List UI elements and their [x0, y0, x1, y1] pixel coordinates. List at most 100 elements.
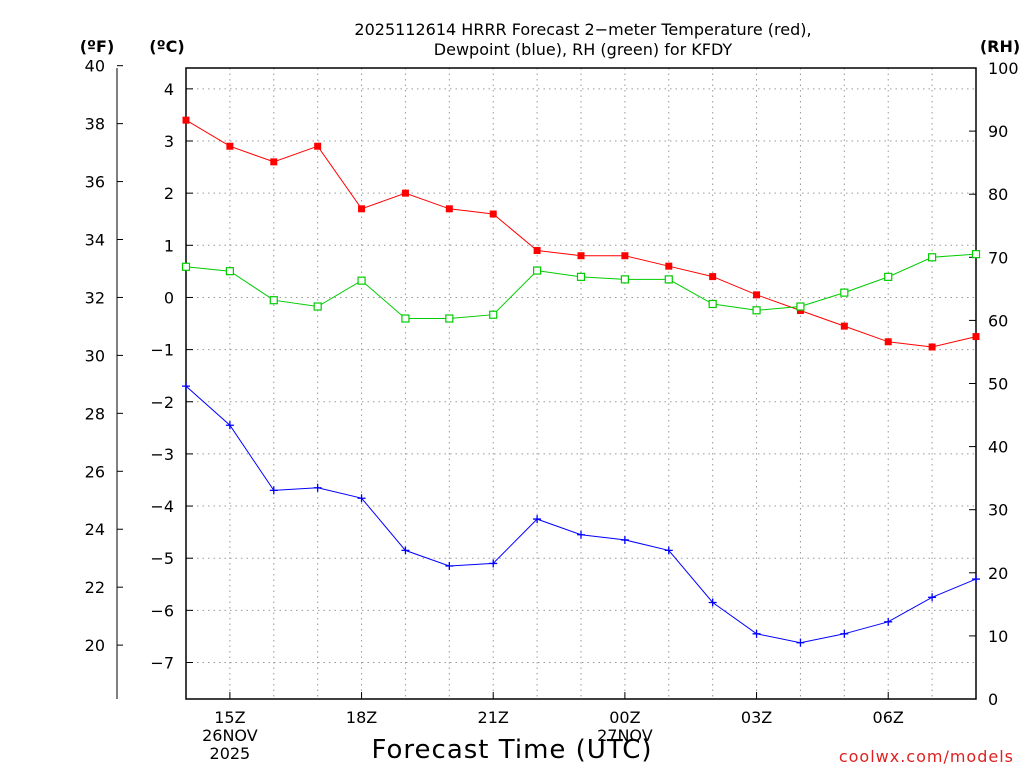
data-point-temperature	[577, 252, 585, 260]
data-point-temperature	[358, 205, 366, 213]
grid-lines	[186, 68, 976, 699]
data-point-temperature	[840, 322, 848, 330]
data-point-temperature	[665, 262, 673, 270]
data-point-dewpoint	[796, 638, 805, 647]
fahrenheit-tick-label: 22	[85, 578, 105, 597]
celsius-tick-label: 4	[164, 80, 174, 99]
site-credit: coolwx.com/models	[839, 747, 1014, 766]
data-point-rh	[533, 266, 542, 275]
data-point-rh	[445, 314, 454, 323]
celsius-tick-label: −1	[150, 341, 174, 360]
celsius-tick-label: 3	[164, 132, 174, 151]
rh-tick-label: 30	[988, 501, 1008, 520]
celsius-tick-label: 0	[164, 288, 174, 307]
data-point-temperature	[182, 116, 190, 124]
data-point-dewpoint	[489, 559, 498, 568]
data-point-temperature	[401, 189, 409, 197]
data-point-dewpoint	[182, 382, 190, 391]
x-tick-label: 15Z	[214, 708, 245, 727]
rh-tick-label: 50	[988, 375, 1008, 394]
fahrenheit-tick-label: 34	[85, 231, 105, 250]
celsius-tick-label: −7	[150, 653, 174, 672]
x-tick-label: 03Z	[741, 708, 772, 727]
data-point-dewpoint	[708, 598, 717, 607]
fahrenheit-tick-label: 40	[85, 57, 105, 76]
celsius-tick-label: 1	[164, 236, 174, 255]
data-point-rh	[664, 275, 673, 284]
rh-tick-label: 40	[988, 438, 1008, 457]
data-point-dewpoint	[313, 483, 322, 492]
data-point-temperature	[270, 158, 278, 166]
data-point-dewpoint	[577, 530, 585, 539]
data-point-temperature	[445, 205, 453, 213]
fahrenheit-tick-label: 30	[85, 346, 105, 365]
rh-tick-label: 100	[988, 59, 1019, 78]
data-point-dewpoint	[664, 546, 673, 555]
fahrenheit-tick-label: 26	[85, 462, 105, 481]
axes: 43210−1−2−3−4−5−6−7403836343230282624222…	[85, 57, 1019, 763]
data-point-rh	[971, 250, 981, 259]
rh-tick-label: 90	[988, 122, 1008, 141]
data-point-dewpoint	[269, 486, 278, 495]
fahrenheit-tick-label: 36	[85, 173, 105, 192]
data-point-rh	[576, 272, 586, 281]
rh-unit-label: (RH)	[980, 37, 1020, 56]
data-point-dewpoint	[972, 575, 980, 584]
chart-title-line-2: Dewpoint (blue), RH (green) for KFDY	[434, 40, 733, 59]
rh-tick-label: 60	[988, 311, 1008, 330]
series-line-rh	[185, 253, 977, 319]
celsius-tick-label: −4	[150, 497, 174, 516]
data-point-rh	[796, 302, 805, 311]
rh-tick-label: 80	[988, 185, 1008, 204]
rh-tick-label: 70	[988, 248, 1008, 267]
data-point-rh	[181, 262, 191, 271]
rh-tick-label: 0	[988, 690, 998, 709]
fahrenheit-tick-label: 32	[85, 288, 105, 307]
rh-tick-label: 10	[988, 627, 1008, 646]
fahrenheit-tick-label: 24	[85, 520, 105, 539]
celsius-tick-label: −6	[150, 601, 174, 620]
data-point-temperature	[884, 338, 892, 346]
fahrenheit-unit-label: (ºF)	[80, 37, 115, 56]
series-layer	[181, 116, 981, 647]
x-tick-label: 26NOV	[202, 726, 258, 745]
data-point-dewpoint	[533, 515, 542, 524]
data-point-rh	[884, 272, 893, 281]
celsius-tick-label: −3	[150, 445, 174, 464]
data-point-dewpoint	[620, 535, 629, 544]
x-axis-label: Forecast Time (UTC)	[371, 735, 652, 765]
data-point-rh	[708, 299, 717, 309]
data-point-rh	[357, 276, 366, 285]
x-tick-label: 00Z	[609, 708, 640, 727]
x-tick-label: 06Z	[873, 708, 904, 727]
data-point-rh	[620, 275, 629, 284]
fahrenheit-tick-label: 20	[85, 636, 105, 655]
x-tick-label: 2025	[210, 744, 251, 763]
data-point-temperature	[709, 273, 717, 281]
data-point-dewpoint	[225, 421, 234, 430]
series-dewpoint	[182, 382, 980, 647]
data-point-temperature	[533, 247, 541, 255]
data-point-temperature	[226, 142, 234, 150]
data-point-rh	[840, 288, 849, 297]
data-point-rh	[401, 314, 410, 323]
data-point-rh	[489, 310, 498, 319]
data-point-dewpoint	[752, 629, 761, 638]
celsius-tick-label: −2	[150, 393, 174, 412]
celsius-unit-label: (ºC)	[149, 37, 184, 56]
x-tick-label: 27NOV	[597, 726, 653, 745]
data-point-rh	[752, 306, 761, 315]
data-point-dewpoint	[401, 546, 410, 555]
data-point-rh	[928, 253, 937, 262]
data-point-rh	[225, 267, 234, 276]
data-point-dewpoint	[884, 617, 893, 626]
celsius-tick-label: 2	[164, 184, 174, 203]
data-point-rh	[269, 296, 278, 305]
data-point-temperature	[314, 142, 322, 150]
series-rh	[181, 250, 981, 323]
data-point-dewpoint	[928, 593, 937, 602]
data-point-temperature	[928, 343, 936, 351]
celsius-tick-label: −5	[150, 549, 174, 568]
fahrenheit-tick-label: 28	[85, 404, 105, 423]
